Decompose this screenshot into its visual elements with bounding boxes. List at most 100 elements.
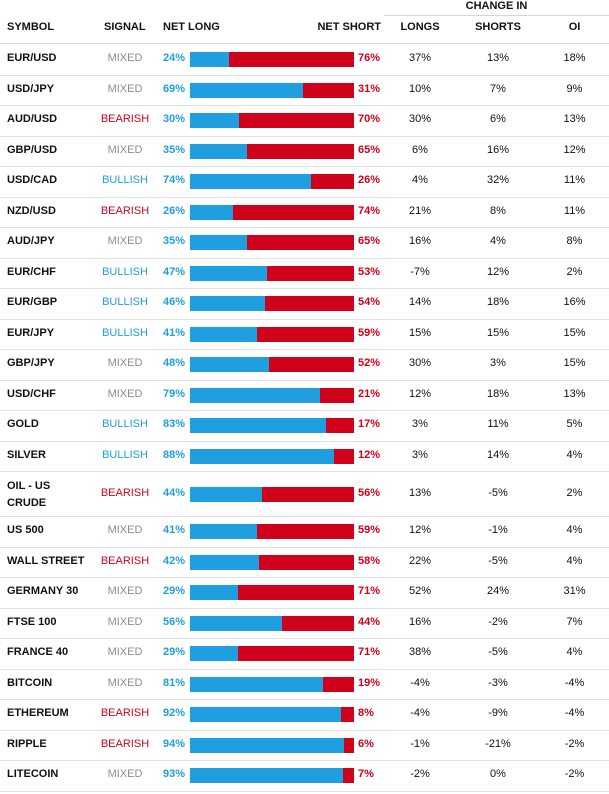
table-row[interactable]: FRANCE 40 MIXED 29% 71% 38% -5% 4% — [0, 638, 609, 670]
table-row[interactable]: GBP/JPY MIXED 48% 52% 30% 3% 15% — [0, 349, 609, 381]
table-row[interactable]: GBP/USD MIXED 35% 65% 6% 16% 12% — [0, 136, 609, 167]
change-shorts-cell: 11% — [487, 418, 509, 430]
change-shorts-cell: 12% — [486, 265, 510, 278]
table-row[interactable]: US 500 MIXED 41% 59% 12% -1% 4% — [0, 516, 609, 548]
sentiment-bar — [190, 52, 354, 67]
symbol-cell[interactable]: LITECOIN — [7, 768, 59, 780]
longs-column-header[interactable]: LONGS — [400, 21, 440, 33]
change-shorts-cell: -9% — [488, 707, 508, 719]
net-short-percent: 52% — [358, 357, 381, 369]
table-row[interactable]: USD/CAD BULLISH 74% 26% 4% 32% 11% — [0, 166, 609, 198]
net-short-percent: 59% — [358, 326, 381, 339]
symbol-cell[interactable]: GBP/JPY — [7, 357, 55, 369]
change-longs-cell: 21% — [408, 204, 432, 217]
change-longs-cell: -4% — [410, 676, 430, 689]
net-long-percent: 44% — [163, 487, 186, 499]
symbol-cell[interactable]: US 500 — [7, 524, 44, 536]
table-row[interactable]: OIL - US CRUDE BEARISH 44% 56% 13% -5% 2… — [0, 471, 609, 517]
table-row[interactable]: USD/CHF MIXED 79% 21% 12% 18% 13% — [0, 380, 609, 411]
symbol-cell[interactable]: GERMANY 30 — [7, 585, 79, 597]
table-row[interactable]: EUR/JPY BULLISH 41% 59% 15% 15% 15% — [0, 319, 609, 350]
symbol-cell[interactable]: OIL - US CRUDE — [7, 478, 50, 512]
table-row[interactable]: RIPPLE BEARISH 94% 6% -1% -21% -2% — [0, 730, 609, 761]
symbol-cell[interactable]: FTSE 100 — [7, 615, 57, 628]
table-row[interactable]: GOLD BULLISH 83% 17% 3% 11% 5% — [0, 410, 609, 442]
symbol-cell[interactable]: AUD/JPY — [7, 235, 55, 247]
symbol-cell[interactable]: USD/CHF — [7, 387, 56, 400]
symbol-cell[interactable]: RIPPLE — [7, 737, 47, 750]
net-short-percent: 31% — [358, 82, 381, 95]
signal-label: MIXED — [107, 615, 143, 628]
sentiment-bar — [190, 143, 354, 159]
sentiment-bar — [190, 174, 354, 189]
change-shorts-cell: 13% — [486, 52, 510, 64]
net-long-bar-fill — [190, 387, 320, 403]
change-longs-cell: 3% — [412, 418, 428, 430]
change-shorts-cell: 16% — [486, 143, 510, 156]
sentiment-bar — [190, 357, 354, 372]
change-longs-cell: 37% — [408, 52, 432, 64]
change-shorts-cell: -5% — [488, 646, 508, 658]
net-long-percent: 26% — [163, 204, 186, 217]
symbol-cell[interactable]: EUR/GBP — [7, 296, 58, 308]
symbol-cell[interactable]: EUR/JPY — [7, 326, 55, 339]
change-oi-cell: -4% — [564, 707, 585, 719]
net-long-percent: 81% — [163, 676, 186, 689]
change-longs-cell: -4% — [410, 707, 430, 719]
table-row[interactable]: AUD/JPY MIXED 35% 65% 16% 4% 8% — [0, 227, 609, 259]
change-oi-cell: -2% — [564, 737, 585, 750]
net-long-percent: 69% — [163, 82, 186, 95]
net-long-bar-fill — [190, 487, 263, 502]
signal-label: MIXED — [107, 387, 143, 400]
table-row[interactable]: SILVER BULLISH 88% 12% 3% 14% 4% — [0, 441, 609, 472]
change-oi-cell: 13% — [563, 387, 586, 400]
signal-label: BEARISH — [100, 554, 150, 567]
change-oi-cell: 31% — [563, 585, 586, 597]
shorts-column-header[interactable]: SHORTS — [475, 21, 521, 33]
table-row[interactable]: EUR/CHF BULLISH 47% 53% -7% 12% 2% — [0, 258, 609, 289]
symbol-cell[interactable]: USD/JPY — [7, 82, 55, 95]
symbol-cell[interactable]: BITCOIN — [7, 676, 53, 689]
symbol-cell[interactable]: SILVER — [7, 448, 46, 461]
table-row[interactable]: NZD/USD BEARISH 26% 74% 21% 8% 11% — [0, 197, 609, 228]
table-row[interactable]: AUD/USD BEARISH 30% 70% 30% 6% 13% — [0, 105, 609, 137]
symbol-cell[interactable]: WALL STREET — [7, 554, 85, 567]
symbol-cell[interactable]: EUR/USD — [7, 52, 57, 64]
net-short-column-header[interactable]: NET SHORT — [317, 21, 381, 33]
signal-column-header[interactable]: SIGNAL — [104, 21, 146, 33]
table-row[interactable]: FTSE 100 MIXED 56% 44% 16% -2% 7% — [0, 608, 609, 639]
net-long-bar-fill — [190, 204, 233, 220]
symbol-cell[interactable]: AUD/USD — [7, 113, 58, 125]
net-long-bar-fill — [190, 357, 269, 372]
symbol-cell[interactable]: GBP/USD — [7, 143, 58, 156]
table-row[interactable]: ETHEREUM BEARISH 92% 8% -4% -9% -4% — [0, 699, 609, 731]
net-short-percent: 6% — [358, 737, 374, 750]
symbol-cell[interactable]: USD/CAD — [7, 174, 58, 186]
symbol-cell[interactable]: ETHEREUM — [7, 707, 69, 719]
sentiment-bar — [190, 768, 354, 783]
symbol-cell[interactable]: GOLD — [7, 418, 39, 430]
change-oi-cell: 16% — [563, 296, 586, 308]
change-shorts-cell: -3% — [488, 676, 508, 689]
table-row[interactable]: BITCOIN MIXED 81% 19% -4% -3% -4% — [0, 669, 609, 700]
net-long-percent: 30% — [163, 113, 186, 125]
change-oi-cell: -2% — [564, 768, 585, 780]
oi-column-header[interactable]: OI — [568, 21, 581, 33]
change-longs-cell: 16% — [408, 235, 432, 247]
symbol-column-header[interactable]: SYMBOL — [7, 21, 55, 33]
table-row[interactable]: EUR/USD MIXED 24% 76% 37% 13% 18% — [0, 44, 609, 76]
table-row[interactable]: USD/JPY MIXED 69% 31% 10% 7% 9% — [0, 75, 609, 106]
net-long-bar-fill — [190, 52, 230, 67]
symbol-cell[interactable]: NZD/USD — [7, 204, 56, 217]
net-long-bar-fill — [190, 707, 341, 722]
table-row[interactable]: EUR/GBP BULLISH 46% 54% 14% 18% 16% — [0, 288, 609, 320]
signal-label: BEARISH — [100, 487, 150, 499]
table-row[interactable]: WALL STREET BEARISH 42% 58% 22% -5% 4% — [0, 547, 609, 578]
net-long-column-header[interactable]: NET LONG — [163, 21, 220, 33]
table-row[interactable]: GERMANY 30 MIXED 29% 71% 52% 24% 31% — [0, 577, 609, 609]
table-row[interactable]: LITECOIN MIXED 93% 7% -2% 0% -2% — [0, 760, 609, 792]
net-short-percent: 53% — [358, 265, 381, 278]
symbol-cell[interactable]: EUR/CHF — [7, 265, 56, 278]
symbol-cell[interactable]: FRANCE 40 — [7, 646, 69, 658]
change-oi-cell: 11% — [563, 174, 586, 186]
